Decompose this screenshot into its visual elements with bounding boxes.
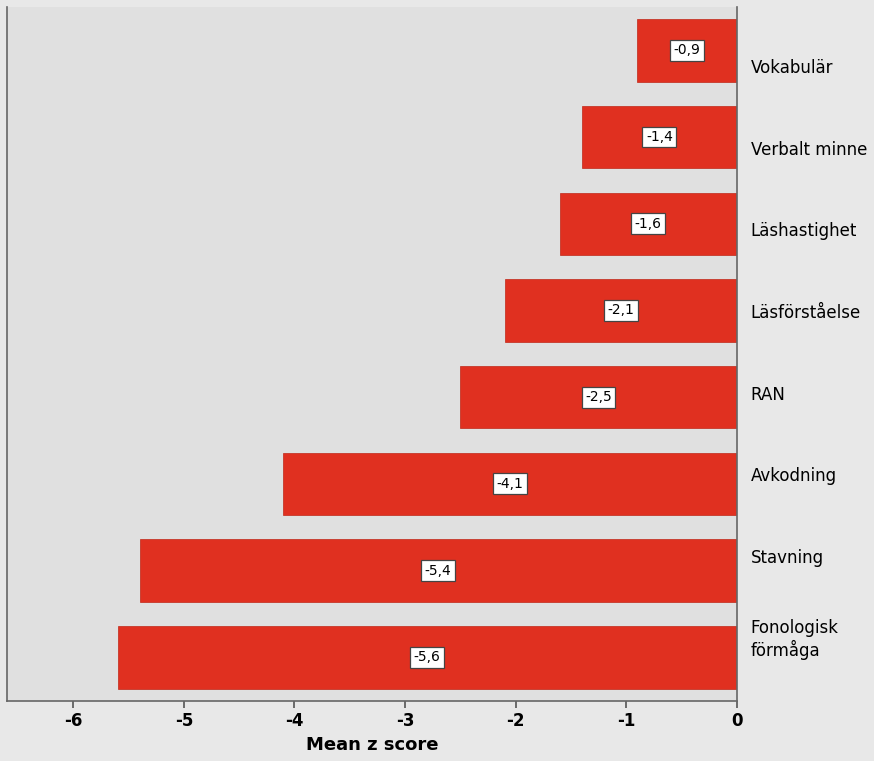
Text: -2,5: -2,5	[586, 390, 612, 404]
Bar	[504, 279, 737, 342]
Bar	[560, 193, 737, 255]
Text: -1,4: -1,4	[646, 130, 673, 144]
Bar	[582, 106, 737, 168]
Bar	[283, 453, 737, 515]
Text: -2,1: -2,1	[607, 304, 635, 317]
Bar	[461, 366, 737, 428]
Text: -4,1: -4,1	[496, 477, 524, 491]
X-axis label: Mean z score: Mean z score	[306, 736, 438, 754]
Bar	[140, 540, 737, 602]
Bar	[117, 626, 737, 689]
Text: -1,6: -1,6	[635, 217, 662, 231]
Text: -5,6: -5,6	[413, 651, 440, 664]
Bar	[637, 19, 737, 81]
Text: -5,4: -5,4	[425, 564, 452, 578]
Text: -0,9: -0,9	[674, 43, 700, 57]
